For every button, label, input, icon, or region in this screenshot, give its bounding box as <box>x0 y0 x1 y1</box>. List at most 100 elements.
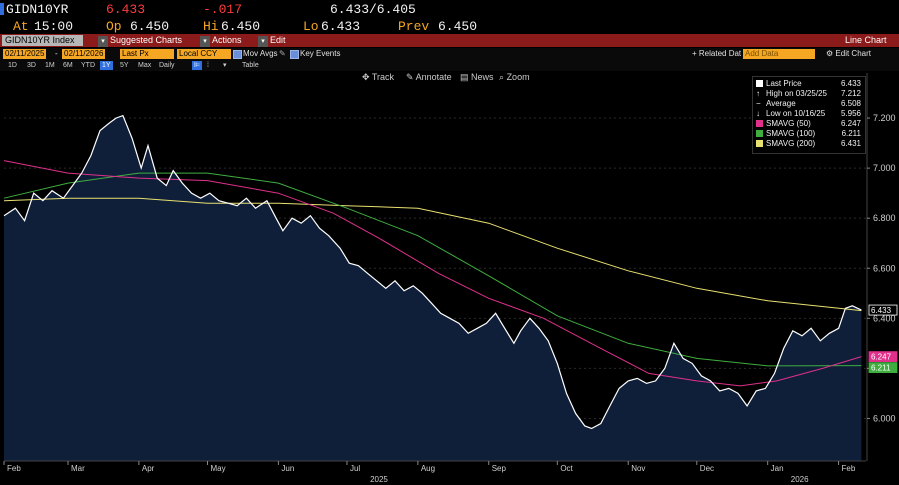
legend-label: High on 03/25/25 <box>766 89 827 98</box>
dropdown-icon: ▾ <box>200 36 210 47</box>
high-value: 6.450 <box>221 19 261 34</box>
end-date-field[interactable]: 02/11/2026 <box>62 49 106 59</box>
command-bar: GIDN10YR Index ▾ Suggested Charts ▾ Action… <box>0 34 899 47</box>
period-ytd[interactable]: YTD <box>81 62 95 69</box>
net-change: -.017 <box>203 2 243 17</box>
frequency-selector[interactable]: Daily <box>159 62 175 69</box>
x-year-label: 2026 <box>791 475 809 484</box>
price-tag-box <box>868 351 898 363</box>
mov-avgs-checkbox[interactable] <box>233 50 242 59</box>
period-1d[interactable]: 1D <box>8 62 17 69</box>
annotate-label: Annotate <box>415 72 452 82</box>
sma50-line <box>3 160 862 387</box>
track-tool[interactable]: ✥ Track <box>362 71 394 83</box>
legend-average-value: 6.508 <box>840 99 861 108</box>
at-label: At <box>13 19 29 34</box>
legend: Last Price 6.433 ↑ High on 03/25/25 7.212… <box>752 76 866 154</box>
field-selector[interactable]: Last Px <box>120 49 174 59</box>
legend-sma100: SMAVG (100) <box>756 129 815 139</box>
legend-swatch <box>756 80 763 87</box>
quote-header: GIDN10YR 6.433 -.017 6.433/6.405 <box>0 0 899 18</box>
ticker: GIDN10YR <box>6 2 69 17</box>
x-year-label: 2025 <box>370 475 388 484</box>
period-max[interactable]: Max <box>138 62 152 69</box>
edit-chart-label: Edit Chart <box>835 49 871 58</box>
legend-last-price-value: 6.433 <box>840 79 861 88</box>
related-data-button[interactable]: + Related Dat <box>692 49 742 58</box>
x-tick-label: Mar <box>71 464 85 473</box>
x-tick-label: Jan <box>771 464 784 473</box>
period-5y[interactable]: 5Y <box>120 62 129 69</box>
period-1y[interactable]: 1Y <box>100 61 113 70</box>
edit-button[interactable]: ▾ Edit <box>258 35 286 47</box>
y-tick-label: 6.600 <box>873 263 896 273</box>
period-1m[interactable]: 1M <box>45 62 55 69</box>
currency-selector[interactable]: Local CCY <box>177 49 231 59</box>
key-events-checkbox[interactable] <box>290 50 299 59</box>
legend-swatch <box>756 140 763 147</box>
key-events-label: Key Events <box>300 49 341 58</box>
zoom-icon: ⌕ <box>499 72 505 82</box>
zoom-label: Zoom <box>506 72 530 82</box>
gear-icon: ⚙ <box>826 49 834 58</box>
prev-value: 6.450 <box>438 19 478 34</box>
price-tag-box <box>868 304 898 316</box>
zoom-tool[interactable]: ⌕ Zoom <box>499 71 530 83</box>
price-tag-box <box>868 362 898 374</box>
chart-style-icon[interactable]: ⁞ <box>207 62 209 69</box>
security-field[interactable]: GIDN10YR Index <box>2 35 83 46</box>
line-style-icon[interactable]: ⊫ <box>192 61 203 70</box>
more-icon[interactable]: ▾ <box>223 62 227 69</box>
legend-last-price: Last Price <box>756 79 802 89</box>
legend-sma50: SMAVG (50) <box>756 119 811 129</box>
legend-low: ↓ Low on 10/16/25 <box>756 109 825 119</box>
legend-sma200-value: 6.431 <box>840 139 861 148</box>
edit-chart-button[interactable]: ⚙ Edit Chart <box>826 49 871 59</box>
price-line <box>3 114 862 430</box>
period-3d[interactable]: 3D <box>27 62 36 69</box>
x-axis: Feb Mar Apr May Jun Jul Aug Sep Oct Nov Dec Jan Feb 2… <box>3 460 866 484</box>
legend-swatch <box>756 130 763 137</box>
y-tick-label: 7.000 <box>873 163 896 173</box>
legend-swatch <box>756 120 763 127</box>
quote-time: 15:00 <box>34 19 74 34</box>
legend-sma200: SMAVG (200) <box>756 139 815 149</box>
legend-high-value: 7.212 <box>840 89 861 98</box>
crosshair-icon: ✥ <box>362 72 370 82</box>
period-6m[interactable]: 6M <box>63 62 73 69</box>
x-tick-label: Oct <box>560 464 573 473</box>
table-button[interactable]: Table <box>242 62 259 69</box>
actions-button[interactable]: ▾ Actions <box>200 35 242 47</box>
annotate-tool[interactable]: ✎ Annotate <box>406 71 452 83</box>
pencil-icon: ✎ <box>406 72 414 82</box>
legend-sma100-value: 6.211 <box>841 129 861 138</box>
open-label: Op <box>106 19 122 34</box>
settings-row: 02/11/2025 - 02/11/2026 Last Px Local CC… <box>0 48 899 60</box>
track-label: Track <box>371 72 395 82</box>
suggested-charts-button[interactable]: ▾ Suggested Charts <box>98 35 183 47</box>
price-area <box>4 115 862 461</box>
x-tick-label: Jun <box>281 464 294 473</box>
start-date-field[interactable]: 02/11/2025 <box>3 49 47 59</box>
legend-label: Low on 10/16/25 <box>766 109 826 118</box>
x-tick-label: Dec <box>700 464 714 473</box>
x-tick-label: Apr <box>142 464 155 473</box>
x-tick-label: Aug <box>421 464 435 473</box>
high-arrow-icon: ↑ <box>756 89 760 98</box>
add-data-input[interactable]: Add Data <box>743 49 815 59</box>
pencil-icon[interactable]: ✎ <box>279 49 286 58</box>
x-tick-label: Feb <box>7 464 21 473</box>
legend-label: Last Price <box>766 79 802 88</box>
mov-avgs-label: Mov Avgs <box>243 49 278 58</box>
suggested-charts-label: Suggested Charts <box>110 35 183 45</box>
dropdown-icon: ▾ <box>98 36 108 47</box>
news-tool[interactable]: ▤ News <box>460 71 494 83</box>
news-label: News <box>471 72 494 82</box>
chart-type-label[interactable]: Line Chart <box>845 35 887 45</box>
date-separator: - <box>55 49 58 58</box>
x-tick-label: May <box>210 464 225 473</box>
x-tick-label: Feb <box>842 464 856 473</box>
x-tick-label: Nov <box>631 464 645 473</box>
actions-label: Actions <box>212 35 242 45</box>
